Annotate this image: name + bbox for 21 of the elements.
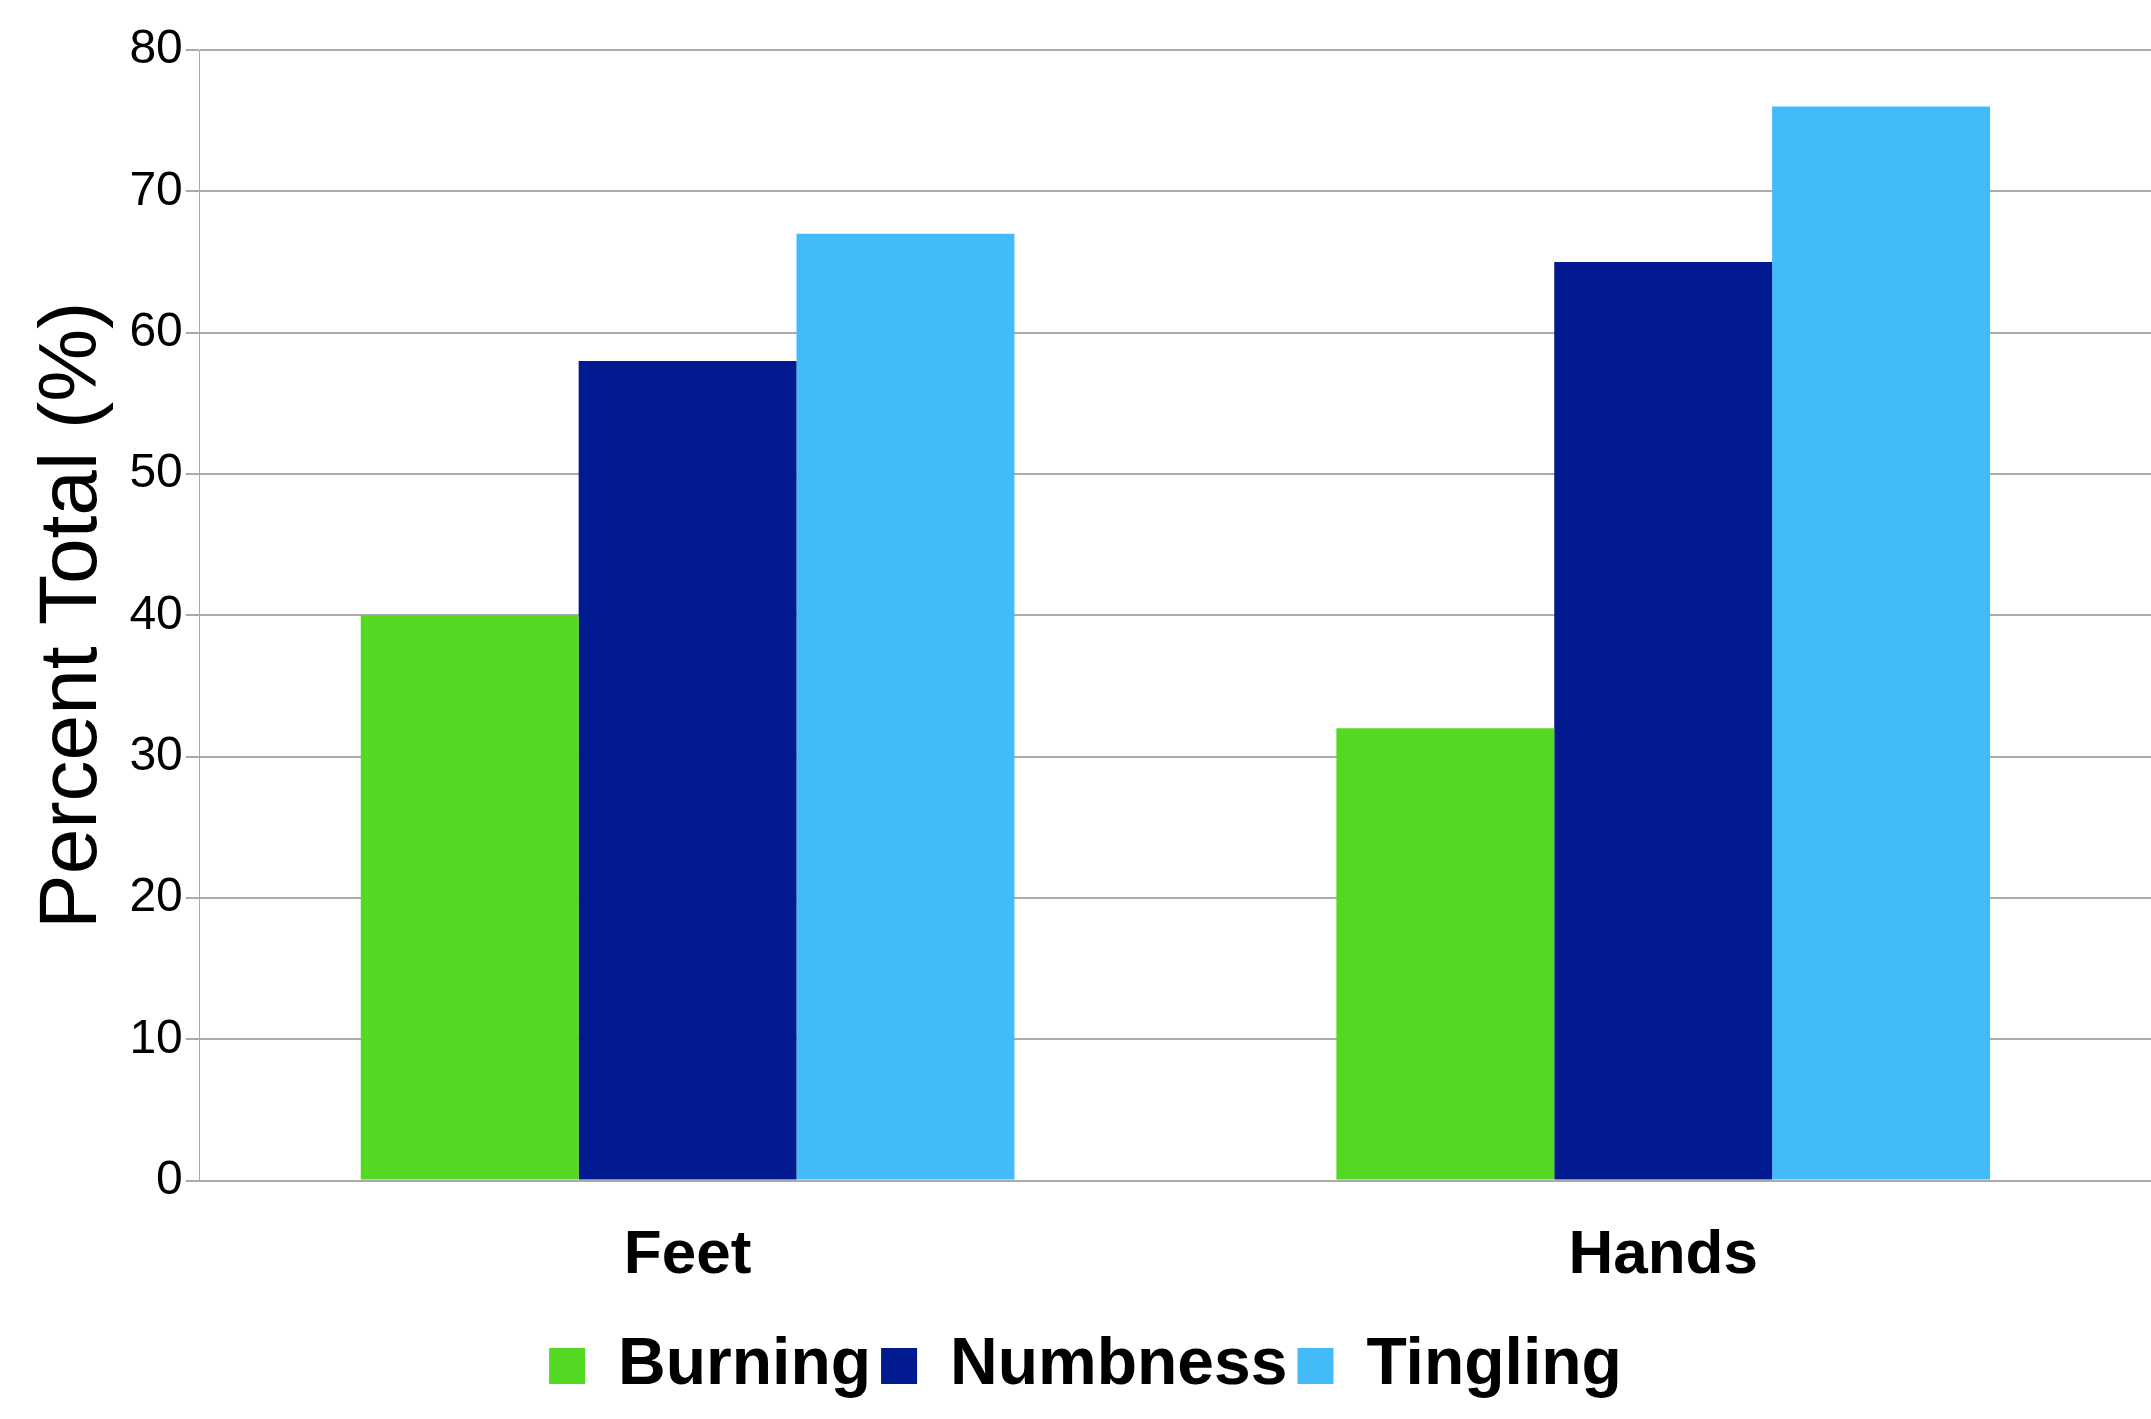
y-tick-label: 60 — [129, 302, 183, 356]
bar — [1554, 261, 1773, 1180]
legend-label: Numbness — [950, 1324, 1288, 1399]
bar — [1772, 106, 1991, 1180]
bar — [578, 360, 797, 1180]
x-tick-label: Hands — [1568, 1216, 1758, 1286]
y-tick-label: 30 — [129, 726, 183, 780]
bar — [796, 233, 1015, 1180]
legend-label: Burning — [618, 1324, 872, 1399]
bar — [360, 615, 579, 1180]
x-tick-label: Feet — [623, 1216, 752, 1286]
y-tick-label: 10 — [129, 1009, 183, 1063]
y-tick-label: 40 — [129, 585, 183, 639]
legend-label: Tingling — [1366, 1324, 1622, 1399]
y-tick-label: 70 — [129, 161, 183, 215]
y-tick-label: 0 — [156, 1150, 183, 1204]
y-tick-label: 50 — [129, 444, 183, 498]
y-axis-title: Percent Total (%) — [21, 301, 113, 930]
bar — [1336, 728, 1555, 1180]
y-tick-label: 20 — [129, 868, 183, 922]
y-tick-label: 80 — [129, 20, 183, 74]
